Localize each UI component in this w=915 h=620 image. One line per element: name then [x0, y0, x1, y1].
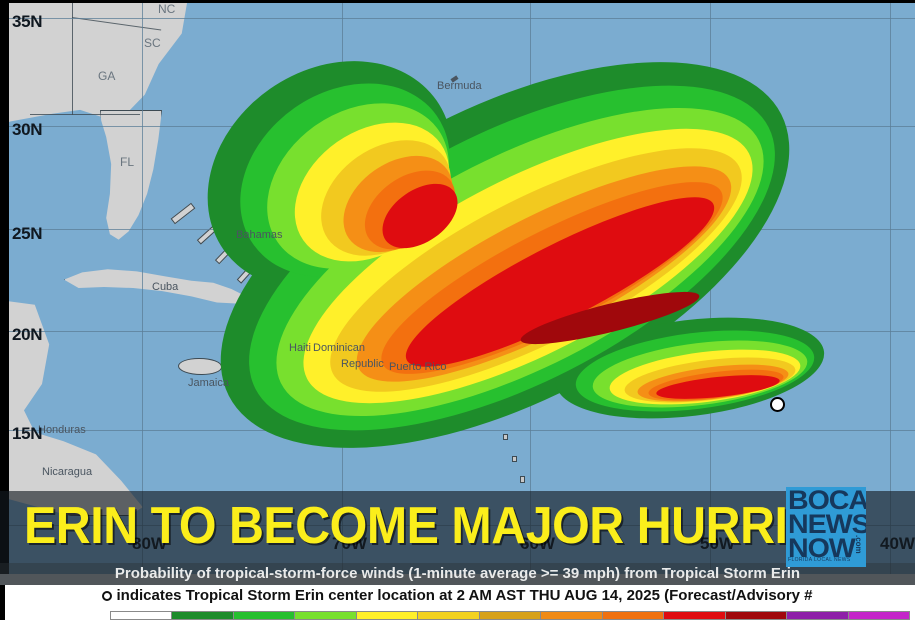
place-label-republic: Republic — [341, 358, 384, 370]
place-label-honduras: Honduras — [38, 424, 86, 436]
place-label-bermuda: Bermuda — [437, 80, 482, 92]
colorbar-swatch-6 — [478, 612, 541, 619]
colorbar-swatch-5 — [417, 612, 479, 619]
open-circle-icon — [102, 591, 113, 601]
storm-center-legend: indicates Tropical Storm Erin center loc… — [0, 585, 915, 606]
place-label-ga: GA — [98, 69, 116, 83]
colorbar-swatch-10 — [724, 612, 787, 619]
footer-left-edge — [0, 585, 5, 620]
headline-banner — [0, 491, 915, 563]
border-ga-fl — [30, 114, 140, 115]
land-jamaica — [178, 358, 222, 375]
colorbar-swatch-2 — [232, 612, 295, 619]
logo-line-boca: BOCA — [788, 487, 866, 515]
colorbar-swatch-7 — [540, 612, 602, 619]
land-lesser-antilles-2 — [490, 412, 495, 417]
colorbar-swatch-8 — [601, 612, 664, 619]
lat-label-20n: 20N — [12, 325, 43, 344]
border-ga-sc — [72, 0, 73, 115]
logo-dot-com: .com — [854, 535, 863, 554]
map-frame-top — [0, 0, 915, 3]
colorbar-swatch-1 — [171, 612, 233, 619]
place-label-dominican: Dominican — [313, 342, 365, 354]
map-caption-strip: Probability of tropical-storm-force wind… — [0, 563, 915, 585]
place-label-puerto-rico: Puerto Rico — [389, 361, 447, 373]
lat-label-35n: 35N — [12, 12, 43, 31]
gridline-lat — [0, 331, 915, 332]
gridline-lon — [142, 0, 143, 574]
place-label-fl: FL — [120, 155, 135, 169]
gridline-lon — [710, 0, 711, 574]
colorbar-swatch-4 — [355, 612, 418, 619]
logo-line-news: NEWS — [788, 509, 866, 539]
lat-label-15n: 15N — [12, 424, 43, 443]
colorbar-swatch-3 — [294, 612, 356, 619]
map-frame-left — [0, 0, 9, 574]
gridline-lat — [0, 126, 915, 127]
land-lesser-antilles-5 — [520, 476, 525, 483]
colorbar-swatch-9 — [663, 612, 725, 619]
boca-news-now-logo[interactable]: BOCA NEWS NOW .com FLORIDA LOCAL NEWS — [786, 487, 866, 567]
place-label-sc: SC — [144, 36, 161, 50]
forecast-map[interactable]: 35N 30N 25N 20N 15N 80W 70W 60W 50W 40W … — [0, 0, 915, 574]
place-label-jamaica: Jamaica — [188, 377, 229, 389]
place-label-cuba: Cuba — [152, 281, 179, 293]
storm-center-legend-text: indicates Tropical Storm Erin center loc… — [116, 587, 813, 604]
place-label-bahamas: Bahamas — [236, 229, 283, 241]
gridline-lon — [890, 0, 891, 574]
land-lesser-antilles-4 — [512, 456, 517, 462]
place-label-nc: NC — [158, 2, 176, 16]
gridline-lon — [530, 0, 531, 574]
logo-line-now: NOW — [788, 533, 856, 563]
lat-label-30n: 30N — [12, 120, 43, 139]
lat-label-25n: 25N — [12, 224, 43, 243]
land-lesser-antilles-3 — [503, 434, 508, 440]
colorbar-swatch-0 — [111, 612, 172, 619]
storm-center-marker[interactable] — [770, 397, 785, 412]
logo-tagline: FLORIDA LOCAL NEWS — [788, 557, 851, 563]
gridline-lat — [0, 229, 915, 230]
gridline-lat — [0, 18, 915, 19]
headline-text: ERIN TO BECOME MAJOR HURRICANE — [24, 497, 843, 555]
colorbar-swatch-12 — [847, 612, 910, 619]
gridline-lat — [0, 430, 915, 431]
probability-colorbar — [110, 611, 910, 620]
place-label-haiti: Haiti — [289, 342, 312, 354]
place-label-nicaragua: Nicaragua — [42, 466, 93, 478]
gridline-lon — [342, 0, 343, 574]
colorbar-swatch-11 — [786, 612, 848, 619]
map-caption-text: Probability of tropical-storm-force wind… — [114, 565, 801, 582]
land-lesser-antilles-1 — [470, 392, 476, 398]
